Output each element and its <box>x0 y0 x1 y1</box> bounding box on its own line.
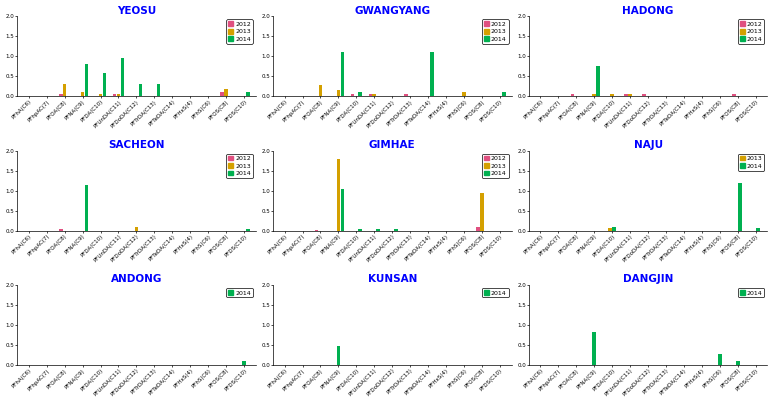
Bar <box>336 90 340 96</box>
Title: KUNSAN: KUNSAN <box>368 274 417 284</box>
Bar <box>359 91 362 96</box>
Bar <box>113 94 117 96</box>
Bar <box>336 346 340 365</box>
Bar <box>502 92 506 96</box>
Legend: 2013, 2014: 2013, 2014 <box>738 154 764 170</box>
Bar <box>462 92 466 96</box>
Bar <box>336 159 340 231</box>
Bar <box>341 189 344 231</box>
Bar <box>608 228 612 231</box>
Bar <box>103 73 107 96</box>
Bar <box>220 92 224 96</box>
Legend: 2014: 2014 <box>738 288 764 297</box>
Bar <box>570 94 574 96</box>
Title: NAJU: NAJU <box>634 140 662 150</box>
Bar <box>224 89 228 96</box>
Bar <box>318 85 322 96</box>
Bar <box>59 229 63 231</box>
Legend: 2012, 2013, 2014: 2012, 2013, 2014 <box>482 19 509 44</box>
Bar <box>369 94 372 96</box>
Bar <box>611 94 614 96</box>
Bar <box>718 354 722 365</box>
Bar <box>625 94 628 96</box>
Legend: 2012, 2013, 2014: 2012, 2013, 2014 <box>226 154 253 178</box>
Bar <box>373 94 376 96</box>
Bar <box>85 64 88 96</box>
Bar <box>315 230 318 231</box>
Bar <box>431 52 434 96</box>
Bar <box>592 332 596 365</box>
Bar <box>351 94 354 96</box>
Bar <box>628 94 632 96</box>
Legend: 2012, 2013, 2014: 2012, 2013, 2014 <box>738 19 764 44</box>
Bar <box>247 229 250 231</box>
Legend: 2014: 2014 <box>482 288 509 297</box>
Bar <box>242 361 246 365</box>
Bar <box>642 94 646 96</box>
Title: SACHEON: SACHEON <box>108 140 165 150</box>
Bar <box>736 361 740 365</box>
Bar <box>85 185 88 231</box>
Bar <box>121 58 124 96</box>
Bar <box>156 84 160 96</box>
Bar <box>612 227 616 231</box>
Bar <box>247 92 250 96</box>
Bar <box>63 84 66 96</box>
Bar <box>476 227 480 231</box>
Title: GWANGYANG: GWANGYANG <box>354 6 431 16</box>
Bar <box>59 94 63 96</box>
Bar <box>756 228 760 231</box>
Bar <box>135 227 138 231</box>
Bar <box>99 93 102 96</box>
Bar <box>732 94 736 96</box>
Title: YEOSU: YEOSU <box>117 6 156 16</box>
Bar <box>341 52 344 96</box>
Legend: 2012, 2013, 2014: 2012, 2013, 2014 <box>226 19 253 44</box>
Title: HADONG: HADONG <box>622 6 674 16</box>
Bar <box>376 229 380 231</box>
Legend: 2012, 2013, 2014: 2012, 2013, 2014 <box>482 154 509 178</box>
Bar <box>117 94 121 96</box>
Bar <box>394 229 398 231</box>
Bar <box>738 183 741 231</box>
Title: ANDONG: ANDONG <box>111 274 162 284</box>
Bar <box>359 229 362 231</box>
Title: GIMHAE: GIMHAE <box>369 140 416 150</box>
Bar <box>596 66 600 96</box>
Bar <box>404 94 408 96</box>
Legend: 2014: 2014 <box>226 288 253 297</box>
Bar <box>592 94 596 96</box>
Bar <box>81 92 84 96</box>
Bar <box>138 83 142 96</box>
Bar <box>480 193 484 231</box>
Title: DANGJIN: DANGJIN <box>623 274 673 284</box>
